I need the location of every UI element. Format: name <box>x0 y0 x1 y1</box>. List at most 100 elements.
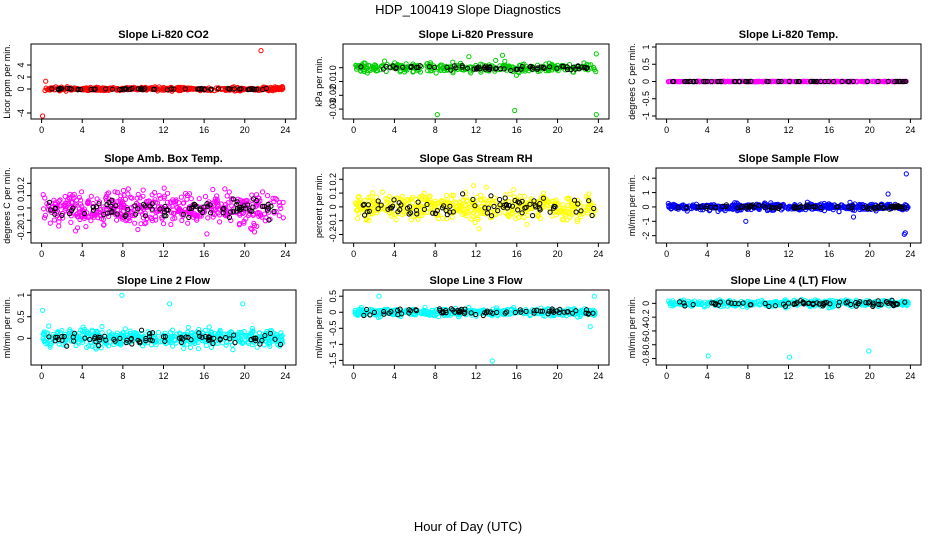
data-point <box>68 219 74 225</box>
data-point <box>85 200 91 207</box>
data-point <box>465 204 471 210</box>
data-point <box>523 66 530 72</box>
data-point-black <box>682 78 688 85</box>
x-tick-label: 20 <box>865 125 875 135</box>
data-point-black <box>470 196 476 203</box>
data-point-black <box>810 78 817 85</box>
data-point-black <box>59 212 65 218</box>
data-point <box>366 217 372 223</box>
data-point <box>120 187 127 194</box>
data-point-black <box>503 201 509 208</box>
data-point <box>451 192 457 198</box>
x-tick-label: 8 <box>433 371 438 381</box>
data-point <box>228 217 234 223</box>
x-tick-label: 16 <box>824 371 834 381</box>
y-tick-label: -0.5 <box>328 321 338 337</box>
data-point <box>762 202 768 208</box>
data-point-black <box>424 201 430 208</box>
x-tick-label: 20 <box>553 371 563 381</box>
x-tick-label: 0 <box>39 371 44 381</box>
data-point-black <box>515 207 521 213</box>
y-tick-label: 1 <box>641 44 651 49</box>
data-point <box>85 198 92 204</box>
data-point-black <box>68 208 75 214</box>
data-point-black <box>822 78 828 85</box>
data-point <box>417 194 423 200</box>
data-point-black <box>109 208 115 214</box>
data-point <box>383 196 389 202</box>
data-point <box>172 215 178 221</box>
data-point-black <box>739 204 745 210</box>
data-point-black <box>708 204 714 210</box>
data-point-black <box>867 205 873 212</box>
data-point-black <box>141 201 147 207</box>
y-tick-label: 1 <box>641 190 651 195</box>
data-point <box>90 201 96 207</box>
data-point <box>570 210 577 216</box>
data-point-black <box>708 78 715 85</box>
data-point-black <box>48 207 54 213</box>
data-point <box>153 217 159 223</box>
data-point-black <box>163 213 169 219</box>
data-point <box>229 203 235 209</box>
data-point <box>429 67 435 74</box>
data-point-black <box>890 204 896 210</box>
y-tick-label: -1 <box>641 112 651 120</box>
x-tick-label: 24 <box>593 371 603 381</box>
data-point-black <box>46 199 53 205</box>
data-point-black <box>448 67 454 73</box>
data-point-black <box>488 193 494 199</box>
y-tick-label: -1.5 <box>328 353 338 369</box>
y-tick-label: 4 <box>16 62 26 67</box>
y-axis-label: degrees C per min. <box>627 43 637 120</box>
data-point <box>677 205 683 211</box>
data-point-black <box>450 209 456 215</box>
data-point <box>381 58 388 64</box>
data-point-black <box>818 205 824 211</box>
data-point-black <box>894 78 900 85</box>
data-point <box>170 210 176 216</box>
data-point <box>241 198 247 204</box>
y-axis-label: kPa per min. <box>314 56 324 107</box>
data-point-black <box>760 203 767 209</box>
outlier-point <box>258 48 264 54</box>
x-tick-label: 8 <box>745 249 750 259</box>
data-point-black <box>756 202 762 208</box>
x-tick-label: 24 <box>280 249 290 259</box>
data-point-black <box>408 63 414 70</box>
data-point-black <box>236 86 243 92</box>
data-point <box>270 85 276 91</box>
data-point-black <box>519 198 525 204</box>
data-point-black <box>59 86 65 92</box>
data-point-black <box>171 86 177 92</box>
x-tick-label: 0 <box>351 249 356 259</box>
data-point-black <box>81 210 88 217</box>
x-tick-label: 0 <box>351 125 356 135</box>
outlier-point <box>40 113 46 119</box>
data-point <box>72 201 79 207</box>
data-point <box>788 204 794 210</box>
data-point <box>41 206 47 212</box>
data-point-black <box>358 64 364 70</box>
data-point-black <box>501 66 507 72</box>
y-tick-label: 0 <box>641 204 651 209</box>
data-point-black <box>430 210 436 216</box>
data-point-black <box>845 204 852 210</box>
x-tick-label: 24 <box>593 249 603 259</box>
data-point <box>454 62 460 68</box>
data-point-black <box>441 203 447 209</box>
x-tick-label: 4 <box>80 125 85 135</box>
data-point-black <box>849 205 855 211</box>
data-point-black <box>812 204 819 210</box>
data-point-black <box>260 203 266 209</box>
data-point-black <box>738 205 744 211</box>
data-point <box>535 211 541 217</box>
data-point-black <box>383 63 389 69</box>
data-point-black <box>109 86 116 92</box>
data-point-black <box>591 205 597 212</box>
data-point-black <box>380 66 386 72</box>
x-tick-label: 16 <box>512 249 522 259</box>
panel-4: Slope Amb. Box Temp.degrees C per min.0 4… <box>2 153 297 259</box>
y-tick-label: 0 <box>641 301 651 306</box>
